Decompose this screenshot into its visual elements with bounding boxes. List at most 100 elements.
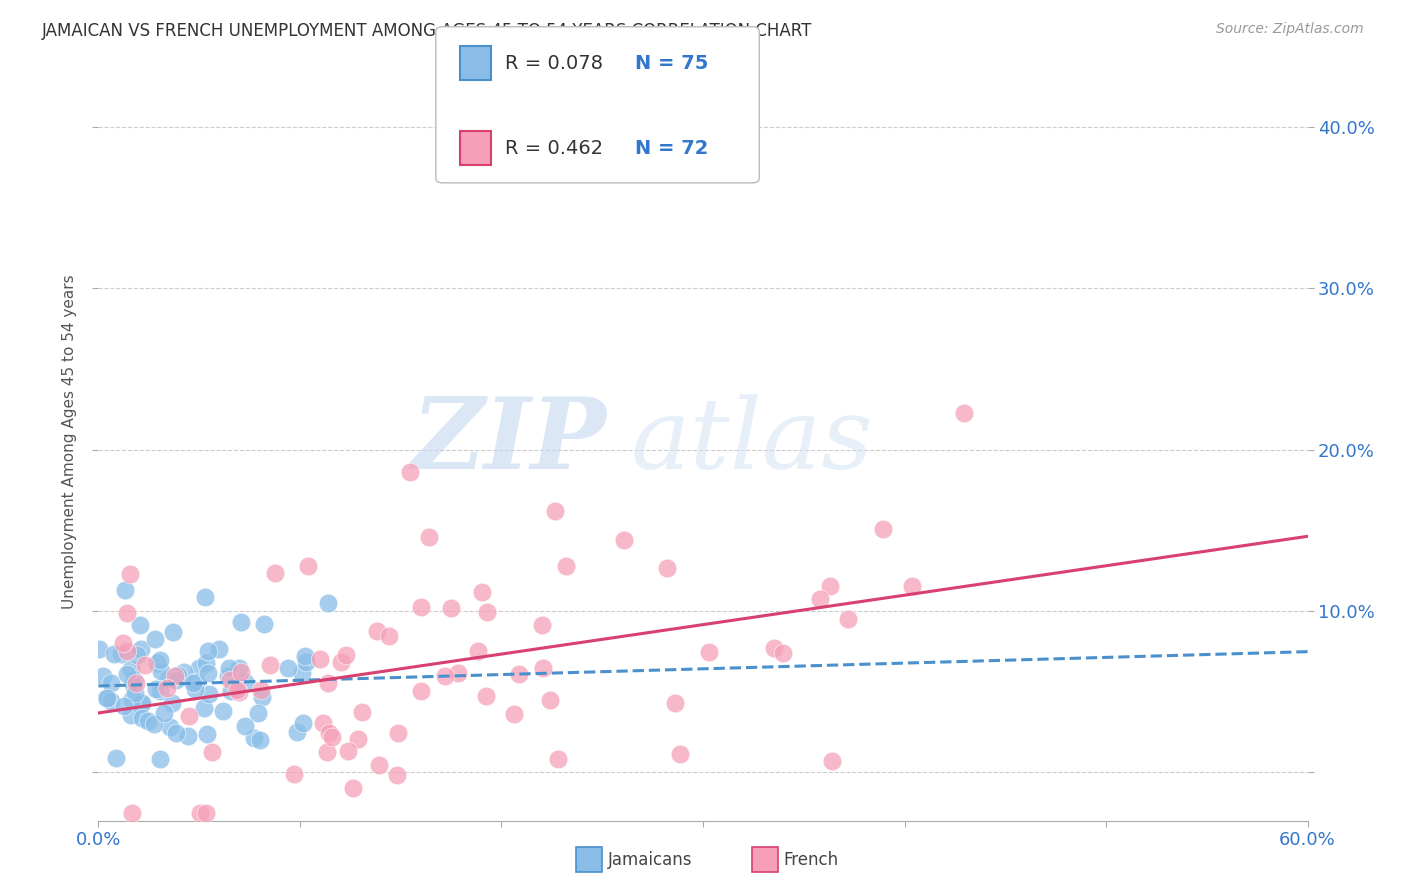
- Point: [121, 677, 143, 691]
- Point: [808, 592, 831, 607]
- Text: ZIP: ZIP: [412, 393, 606, 490]
- Point: [159, 720, 181, 734]
- Point: [544, 503, 567, 517]
- Point: [368, 757, 391, 772]
- Point: [165, 725, 187, 739]
- Text: N = 75: N = 75: [634, 54, 709, 73]
- Point: [837, 611, 859, 625]
- Point: [121, 805, 143, 820]
- Point: [91, 669, 114, 683]
- Point: [399, 465, 422, 479]
- Point: [330, 655, 353, 669]
- Point: [111, 636, 134, 650]
- Point: [195, 727, 218, 741]
- Point: [555, 558, 578, 573]
- Point: [184, 675, 207, 690]
- Point: [219, 673, 242, 687]
- Point: [508, 667, 530, 681]
- Point: [173, 665, 195, 679]
- Text: atlas: atlas: [630, 394, 873, 489]
- Point: [226, 682, 249, 697]
- Point: [538, 693, 561, 707]
- Point: [194, 805, 217, 820]
- Point: [165, 673, 187, 687]
- Point: [249, 732, 271, 747]
- Point: [188, 805, 211, 820]
- Point: [201, 745, 224, 759]
- Point: [440, 600, 463, 615]
- Point: [89, 641, 111, 656]
- Point: [243, 731, 266, 745]
- Point: [475, 690, 498, 704]
- Point: [818, 579, 841, 593]
- Point: [228, 684, 250, 698]
- Point: [664, 696, 686, 710]
- Point: [872, 522, 894, 536]
- Y-axis label: Unemployment Among Ages 45 to 54 years: Unemployment Among Ages 45 to 54 years: [62, 274, 77, 609]
- Point: [335, 648, 357, 663]
- Point: [177, 729, 200, 743]
- Point: [146, 657, 169, 671]
- Point: [117, 606, 139, 620]
- Point: [129, 697, 152, 711]
- Point: [231, 665, 253, 680]
- Point: [295, 655, 318, 669]
- Text: French: French: [783, 851, 838, 869]
- Point: [149, 653, 172, 667]
- Point: [318, 596, 340, 610]
- Point: [114, 583, 136, 598]
- Point: [156, 681, 179, 695]
- Point: [471, 584, 494, 599]
- Point: [387, 726, 409, 740]
- Text: N = 72: N = 72: [634, 138, 709, 158]
- Point: [228, 660, 250, 674]
- Point: [110, 648, 132, 662]
- Point: [699, 644, 721, 658]
- Point: [143, 716, 166, 731]
- Point: [297, 558, 319, 573]
- Point: [292, 716, 315, 731]
- Point: [187, 661, 209, 675]
- Point: [316, 745, 339, 759]
- Point: [318, 726, 340, 740]
- Point: [283, 766, 305, 780]
- Point: [194, 656, 217, 670]
- Point: [434, 669, 457, 683]
- Point: [120, 707, 142, 722]
- Point: [211, 704, 233, 718]
- Point: [669, 747, 692, 762]
- Point: [218, 661, 240, 675]
- Point: [136, 714, 159, 729]
- Point: [156, 672, 179, 686]
- Point: [378, 629, 401, 643]
- Point: [250, 690, 273, 705]
- Point: [294, 648, 316, 663]
- Point: [165, 669, 187, 683]
- Point: [312, 716, 335, 731]
- Point: [124, 676, 146, 690]
- Point: [291, 665, 314, 680]
- Point: [467, 644, 489, 658]
- Point: [194, 590, 217, 604]
- Point: [149, 665, 172, 679]
- Point: [100, 675, 122, 690]
- Point: [184, 681, 207, 696]
- Point: [181, 675, 204, 690]
- Point: [118, 567, 141, 582]
- Point: [131, 711, 153, 725]
- Point: [352, 705, 374, 719]
- Point: [153, 706, 176, 720]
- Point: [131, 696, 153, 710]
- Point: [655, 561, 678, 575]
- Point: [198, 687, 221, 701]
- Point: [167, 668, 190, 682]
- Point: [134, 658, 156, 673]
- Point: [121, 692, 143, 706]
- Point: [149, 684, 172, 698]
- Point: [342, 780, 364, 795]
- Point: [149, 752, 172, 766]
- Point: [531, 661, 554, 675]
- Point: [385, 768, 408, 782]
- Point: [772, 646, 794, 660]
- Point: [309, 652, 332, 666]
